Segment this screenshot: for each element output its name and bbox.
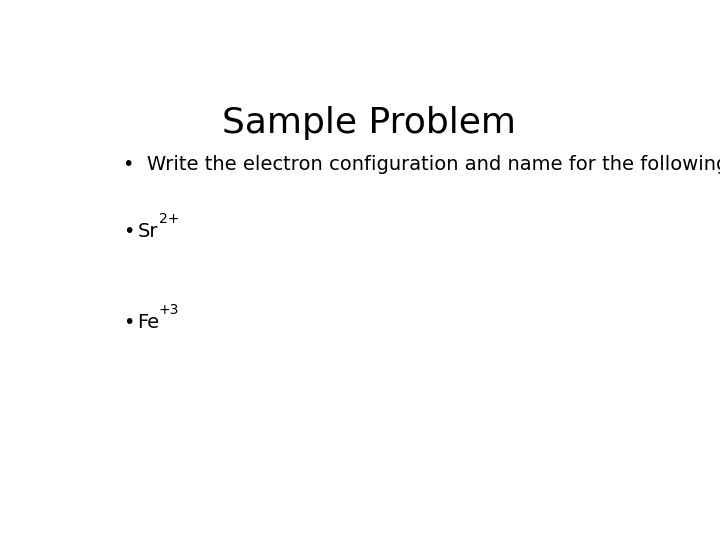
Text: Sample Problem: Sample Problem xyxy=(222,106,516,140)
Text: Fe: Fe xyxy=(138,313,160,332)
Text: Sr: Sr xyxy=(138,221,158,241)
Text: +3: +3 xyxy=(158,303,179,317)
Text: •: • xyxy=(124,313,135,332)
Text: •  Write the electron configuration and name for the following:: • Write the electron configuration and n… xyxy=(124,155,720,174)
Text: 2+: 2+ xyxy=(158,212,179,226)
Text: •: • xyxy=(124,221,135,241)
